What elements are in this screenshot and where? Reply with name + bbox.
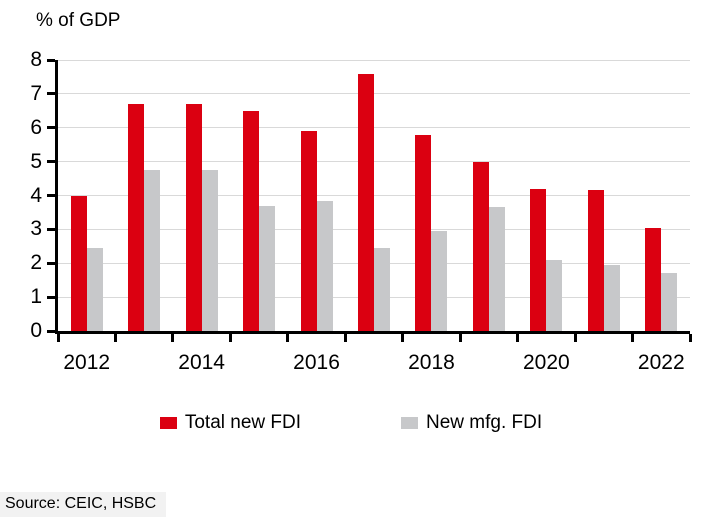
gridline-5	[58, 161, 690, 163]
bar-total-new-fdi-2015	[243, 110, 260, 331]
bar-new-mfg-fdi-2013	[144, 170, 161, 331]
x-axis-tick-6	[401, 334, 405, 342]
bar-new-mfg-fdi-2022	[661, 273, 678, 331]
x-axis-tick-label-2012: 2012	[63, 351, 111, 374]
bar-total-new-fdi-2022	[645, 227, 662, 331]
y-axis-tick-label-4: 4	[30, 183, 42, 207]
y-axis-tick-label-3: 3	[30, 217, 42, 241]
legend-label-total-new-fdi: Total new FDI	[184, 412, 302, 433]
y-axis-tick-1	[47, 295, 55, 299]
x-axis-tick-7	[458, 334, 462, 342]
x-axis-tick-label-2020: 2020	[523, 351, 570, 374]
bar-new-mfg-fdi-2020	[546, 259, 563, 331]
y-axis-tick-label-2: 2	[30, 251, 42, 275]
x-axis-tick-4	[286, 334, 290, 342]
bar-group-2012	[70, 195, 103, 331]
y-axis-tick-4	[47, 194, 55, 197]
legend-item-total-new-fdi: Total new FDI	[159, 412, 302, 434]
y-axis-tick-3	[47, 227, 55, 231]
x-axis-tick-1	[113, 334, 117, 342]
bar-new-mfg-fdi-2017	[374, 248, 390, 331]
x-axis-tick-label-2016: 2016	[293, 351, 340, 374]
x-axis-tick-label-2014: 2014	[178, 351, 225, 374]
x-axis-tick-label-2022: 2022	[637, 351, 685, 374]
plot-area: 0 1 2 3 4 5 6 7 8 2012 2014 2016 2018 2020 2022	[30, 48, 692, 374]
bar-total-new-fdi-2021	[587, 190, 604, 331]
y-axis-tick-label-7: 7	[30, 81, 42, 105]
x-axis-tick-label-2018: 2018	[408, 351, 455, 374]
y-axis-tick-8	[47, 58, 55, 62]
y-axis-tick-label-5: 5	[30, 149, 42, 173]
chart-legend: Total new FDI New mfg. FDI	[0, 412, 702, 434]
y-axis-tick-label-0: 0	[30, 319, 42, 342]
legend-swatch-gray	[401, 417, 419, 429]
bar-new-mfg-fdi-2018	[431, 231, 448, 331]
x-axis-tick-10	[631, 334, 635, 342]
gridline-8	[58, 59, 690, 61]
bar-total-new-fdi-2019	[472, 161, 489, 331]
bar-group-2020	[530, 188, 563, 331]
bar-new-mfg-fdi-2015	[259, 205, 276, 331]
bar-group-2022	[645, 227, 678, 331]
bar-new-mfg-fdi-2014	[201, 170, 218, 331]
x-axis-tick-2	[171, 334, 175, 342]
y-axis-tick-6	[47, 126, 55, 130]
bar-new-mfg-fdi-2012	[86, 248, 103, 331]
bar-total-new-fdi-2014	[185, 104, 202, 331]
x-axis-tick-8	[516, 334, 520, 342]
y-axis-tick-0	[47, 329, 55, 333]
bar-total-new-fdi-2017	[358, 73, 374, 331]
gridline-4	[58, 195, 690, 196]
bar-total-new-fdi-2018	[415, 134, 432, 331]
bar-total-new-fdi-2020	[530, 188, 547, 331]
x-axis-tick-5	[343, 334, 347, 342]
legend-item-new-mfg-fdi: New mfg. FDI	[401, 412, 542, 434]
bar-group-2015	[243, 110, 276, 331]
bar-group-2021	[587, 190, 620, 331]
gridline-3	[58, 228, 690, 230]
bar-total-new-fdi-2013	[128, 104, 145, 331]
y-axis-tick-label-1: 1	[30, 285, 42, 309]
bar-group-2017	[358, 73, 390, 331]
gridline-7	[58, 93, 690, 95]
bar-new-mfg-fdi-2016	[316, 200, 333, 331]
bar-group-2014	[185, 104, 218, 331]
y-axis-tick-label-8: 8	[30, 48, 42, 71]
bar-group-2013	[128, 104, 161, 331]
bar-new-mfg-fdi-2021	[603, 264, 620, 331]
legend-label-new-mfg-fdi: New mfg. FDI	[426, 412, 543, 433]
y-axis-tick-label-6: 6	[30, 115, 42, 139]
bar-total-new-fdi-2016	[300, 131, 317, 331]
y-axis-tick-7	[47, 92, 55, 96]
bar-group-2016	[300, 131, 333, 331]
bar-group-2019	[472, 161, 505, 331]
x-axis-tick-9	[573, 334, 577, 342]
y-axis-tick-5	[47, 160, 55, 164]
bar-new-mfg-fdi-2019	[488, 207, 505, 331]
bar-group-2018	[415, 134, 448, 331]
x-axis-tick-0	[56, 334, 60, 342]
gridline-6	[58, 127, 690, 129]
x-axis-tick-3	[228, 334, 232, 342]
x-axis-tick-11	[688, 334, 692, 342]
legend-swatch-red	[159, 417, 177, 429]
chart-axis-title: % of GDP	[36, 10, 121, 31]
source-note: Source: CEIC, HSBC	[0, 492, 167, 517]
bar-total-new-fdi-2012	[70, 195, 87, 331]
y-axis-tick-2	[47, 261, 55, 265]
